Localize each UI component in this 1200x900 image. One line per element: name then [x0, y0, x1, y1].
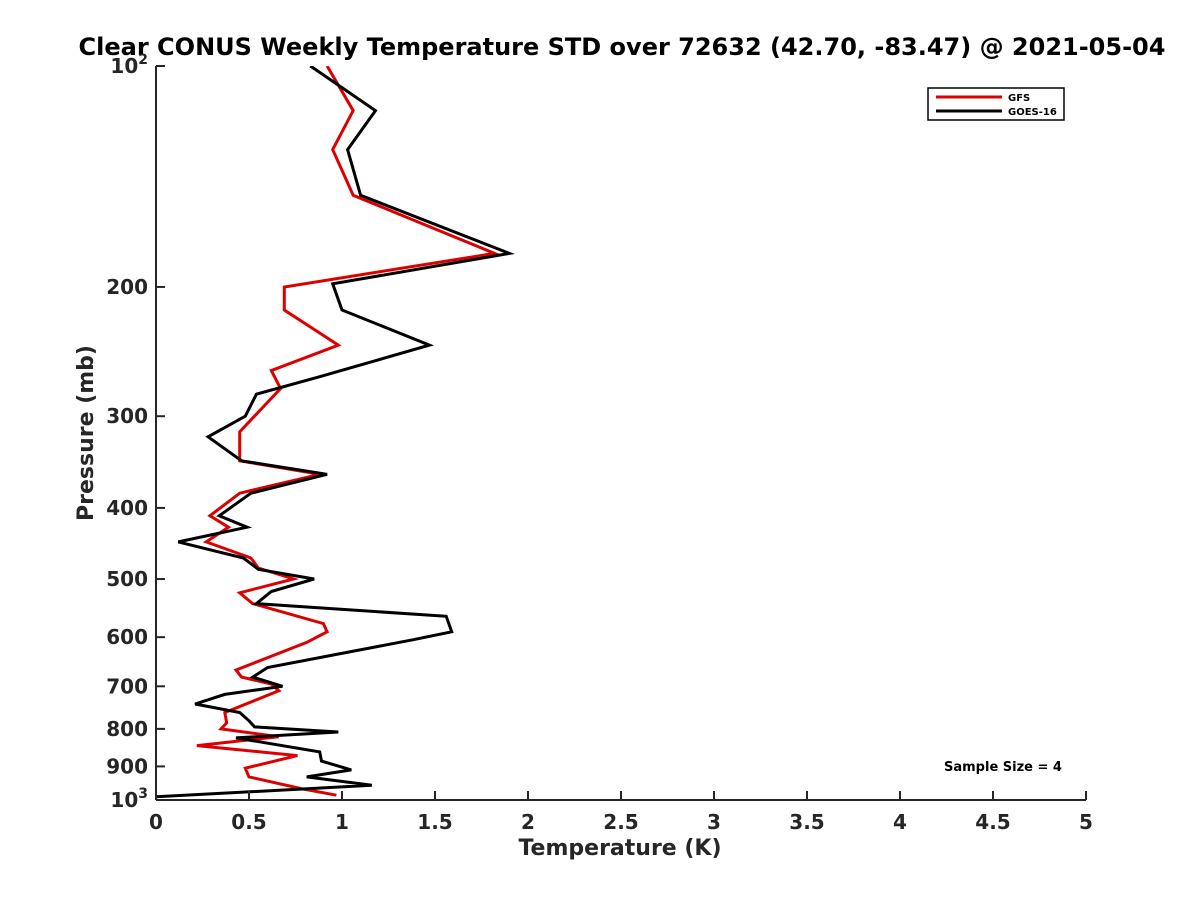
axes — [155, 66, 1086, 801]
x-tick-label: 3.5 — [789, 810, 824, 834]
y-tick-label: 200 — [106, 275, 148, 299]
y-tick-label: 800 — [106, 717, 148, 741]
series-line-gfs — [196, 66, 501, 797]
x-tick-label: 5 — [1079, 810, 1093, 834]
y-tick-label: 500 — [106, 567, 148, 591]
x-tick-label: 4.5 — [975, 810, 1010, 834]
y-tick-label: 400 — [106, 496, 148, 520]
x-tick-label: 1.5 — [417, 810, 452, 834]
legend: GFS GOES-16 — [927, 87, 1065, 121]
x-tick-label: 2 — [521, 810, 535, 834]
legend-entry-label: GFS — [1008, 93, 1030, 104]
x-axis-ticks: 0 0.5 1 1.5 2 2.5 3 3.5 4 4.5 5 — [149, 791, 1093, 834]
series-line-goes-16 — [156, 66, 515, 799]
y-tick-label: 600 — [106, 625, 148, 649]
x-tick-label: 0.5 — [231, 810, 266, 834]
x-axis-label: Temperature (K) — [518, 836, 721, 861]
y-tick-label: 900 — [106, 754, 148, 778]
legend-entry-label: GOES-16 — [1008, 107, 1057, 118]
y-axis-label: Pressure (mb) — [74, 345, 99, 521]
y-tick-label: 700 — [106, 674, 148, 698]
y-tick-label: 103 — [110, 786, 148, 812]
x-tick-label: 3 — [707, 810, 721, 834]
x-tick-label: 4 — [893, 810, 907, 834]
y-axis-ticks: 102 200 300 400 500 600 700 800 900 103 — [106, 52, 165, 812]
sample-size-note: Sample Size = 4 — [944, 760, 1062, 775]
y-tick-label: 300 — [106, 404, 148, 428]
x-tick-label: 2.5 — [603, 810, 638, 834]
x-tick-label: 1 — [335, 810, 349, 834]
chart-title: Clear CONUS Weekly Temperature STD over … — [79, 33, 1166, 61]
plot-series — [156, 66, 515, 799]
legend-box — [927, 87, 1065, 121]
x-tick-label: 0 — [149, 810, 163, 834]
y-tick-label: 102 — [110, 52, 148, 78]
